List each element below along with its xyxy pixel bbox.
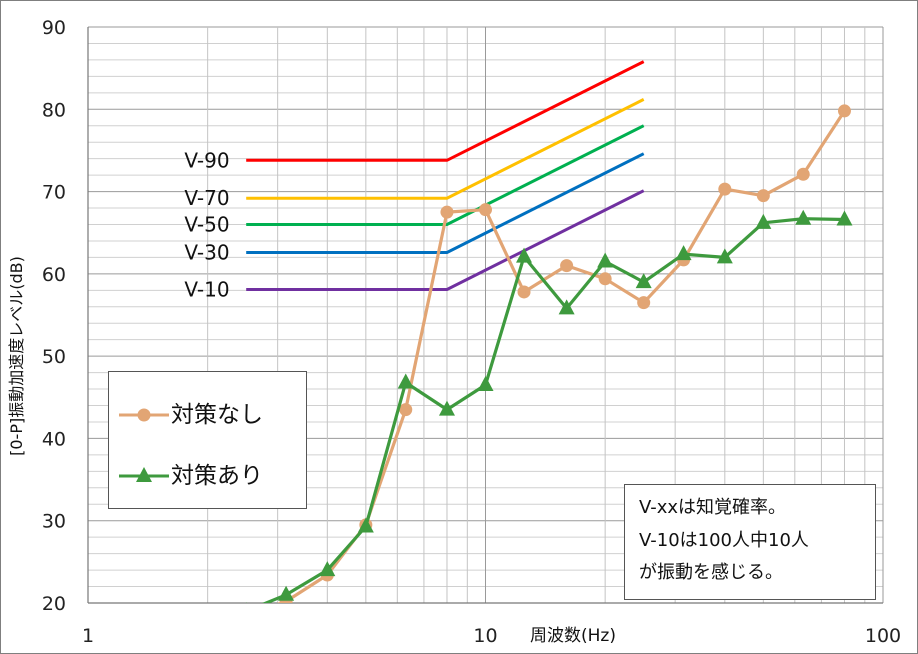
axes — [87, 27, 883, 604]
annotation-line: V-10は100人中10人 — [639, 530, 809, 551]
legend-label: 対策あり — [171, 463, 263, 489]
x-tick-label: 10 — [473, 625, 497, 647]
data-point — [716, 248, 733, 264]
x-tick-label: 100 — [865, 625, 901, 647]
data-point — [558, 299, 575, 315]
y-tick-label: 40 — [42, 428, 66, 450]
annotation-line: が振動を感じる。 — [639, 562, 783, 583]
data-point — [438, 400, 455, 416]
legend-marker-triangle — [119, 467, 169, 482]
data-point — [516, 247, 533, 263]
data-point — [477, 375, 494, 391]
threshold-label: V-10 — [184, 277, 229, 301]
data-point — [755, 213, 772, 229]
threshold-line-v-70 — [246, 98, 645, 200]
data-point — [675, 245, 692, 261]
data-point — [597, 252, 614, 268]
threshold-line-v-30 — [246, 152, 645, 254]
threshold-label: V-70 — [184, 186, 229, 210]
data-point — [637, 296, 651, 310]
data-point — [796, 167, 810, 181]
data-point — [718, 182, 732, 196]
legend-item-no-measure: 対策なし — [109, 400, 306, 430]
threshold-line-v-50 — [246, 124, 645, 226]
data-point — [756, 189, 770, 203]
legend-marker-circle — [119, 408, 169, 422]
series-with-measure — [245, 209, 853, 603]
threshold-line-v-10 — [246, 189, 645, 291]
data-point — [635, 273, 652, 289]
legend-label: 対策なし — [171, 402, 263, 428]
y-tick-label: 30 — [42, 511, 66, 533]
data-point — [397, 373, 414, 389]
y-tick-label: 50 — [42, 346, 66, 368]
threshold-line-v-90 — [246, 60, 645, 162]
data-series — [240, 104, 853, 622]
threshold-label: V-30 — [184, 240, 229, 264]
y-tick-label: 90 — [42, 17, 66, 39]
threshold-lines: V-90 V-70V-50 V-30 V-10 — [184, 60, 645, 301]
data-point — [240, 609, 253, 622]
x-axis-label: 周波数(Hz) — [530, 626, 616, 646]
legend: 対策なし 対策あり — [108, 371, 307, 509]
data-point — [245, 602, 247, 603]
data-point — [319, 561, 336, 577]
legend-item-with-measure: 対策あり — [109, 461, 306, 491]
data-point — [836, 210, 853, 226]
data-point — [357, 517, 374, 533]
threshold-label: V-90 — [184, 148, 229, 172]
data-point — [560, 259, 574, 273]
y-axis-label: [0-P]振動加速度レベル(dB) — [7, 256, 26, 456]
data-point — [517, 285, 531, 299]
y-tick-label: 60 — [42, 264, 66, 286]
data-point — [440, 205, 454, 219]
x-tick-label: 1 — [82, 625, 94, 647]
y-tick-label: 80 — [42, 99, 66, 121]
data-point — [837, 104, 851, 118]
y-tick-label: 20 — [42, 593, 66, 615]
threshold-label: V-50 — [184, 212, 229, 236]
data-point — [598, 272, 612, 286]
data-point — [278, 585, 295, 601]
data-point — [399, 403, 413, 417]
annotation-box: V-xxは知覚確率。 V-10は100人中10人 が振動を感じる。 — [624, 484, 876, 600]
data-point — [479, 203, 492, 217]
series-line — [261, 217, 845, 603]
tick-labels: 20 30 40 50 60 70 80 90 1 10 100 — [42, 17, 901, 647]
y-tick-label: 70 — [42, 182, 66, 204]
annotation-line: V-xxは知覚確率。 — [639, 497, 787, 518]
data-point — [795, 209, 812, 225]
